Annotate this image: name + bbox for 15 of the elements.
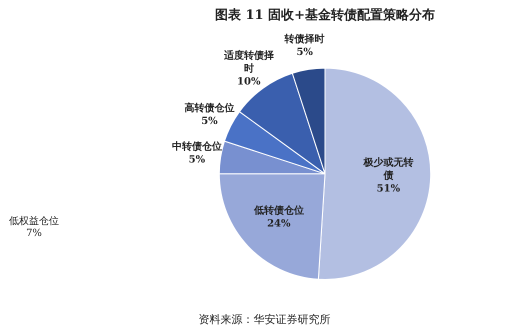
data-label: 5% xyxy=(201,116,218,128)
slice-label: 转债择时 xyxy=(284,32,325,45)
slice-label: 适度转债择时 xyxy=(222,49,274,74)
text: 低权益仓位 7% xyxy=(8,214,60,239)
slice-label: 中转债仓位 xyxy=(172,140,222,153)
slice-label: 极少或无转债 xyxy=(362,156,414,182)
data-label: 24% xyxy=(267,218,291,230)
text: 资料来源：华安证券研究所 xyxy=(198,312,332,327)
data-label: 5% xyxy=(296,46,314,58)
data-label: 5% xyxy=(188,154,206,166)
chart-title: 图表 11 固收+基金转债配置策略分布 xyxy=(214,8,436,24)
slice-label: 高转债仓位 xyxy=(184,102,234,114)
data-label: 51% xyxy=(376,183,401,194)
data-label: 10% xyxy=(237,76,261,88)
slice-label: 低转债仓位 xyxy=(252,204,304,216)
